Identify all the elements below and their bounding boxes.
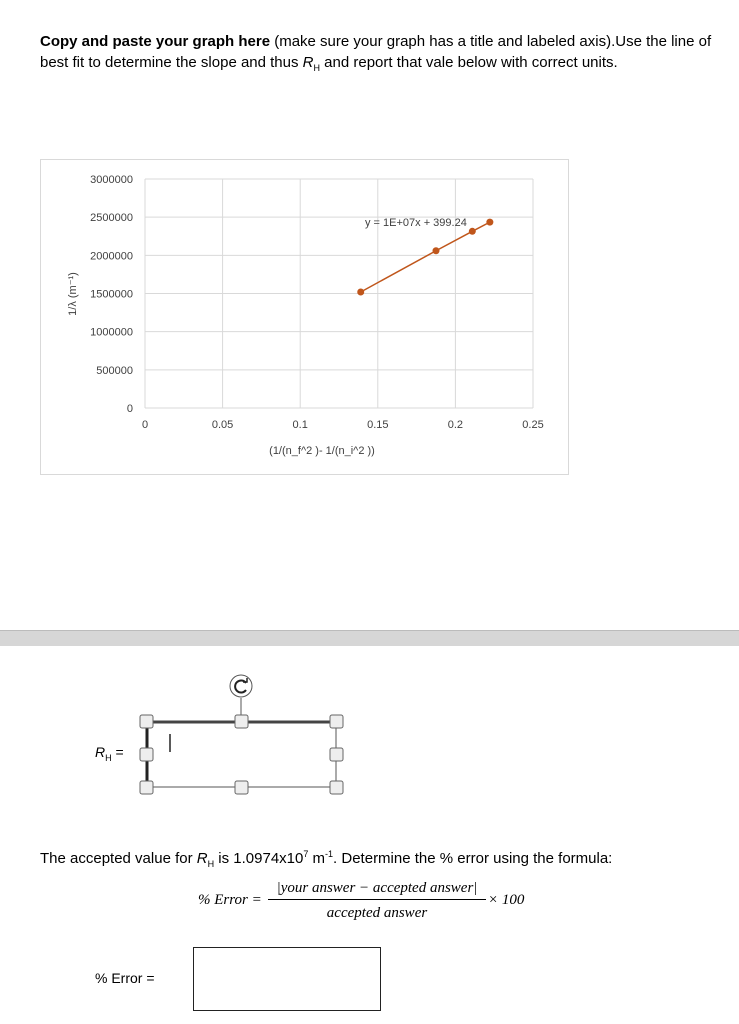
accepted-symbol: R	[196, 850, 208, 867]
chart-frame[interactable]	[40, 159, 569, 475]
rh-label: RH =	[95, 744, 124, 763]
y-tick-label: 2500000	[90, 212, 133, 224]
accepted-unit-exp: -1	[325, 849, 334, 859]
percent-error-label: % Error =	[95, 970, 155, 986]
x-tick-label: 0	[142, 419, 148, 431]
accepted-value-text: The accepted value for RH is 1.0974x107 …	[40, 849, 612, 869]
rotate-handle-icon[interactable]	[229, 674, 253, 698]
x-tick-label: 0.05	[212, 419, 233, 431]
data-point	[357, 288, 365, 296]
instructions-text-2: and report that vale below with correct …	[320, 54, 618, 71]
instructions: Copy and paste your graph here (make sur…	[40, 31, 730, 79]
accepted-text-1: The accepted value for	[40, 850, 197, 867]
rh-label-sub: H	[105, 752, 112, 763]
y-tick-label: 500000	[96, 365, 133, 377]
resize-handles[interactable]	[139, 714, 344, 795]
x-tick-label: 0.25	[522, 419, 543, 431]
data-point	[486, 218, 494, 226]
x-tick-label: 0.1	[293, 419, 308, 431]
rh-sub: H	[313, 63, 321, 73]
formula-multiplier: × 100	[488, 892, 525, 908]
y-axis-label: 1/λ (m⁻¹)	[67, 272, 79, 316]
formula-numerator: |your answer − accepted answer|	[268, 880, 486, 900]
data-point	[432, 247, 440, 255]
y-tick-label: 3000000	[90, 174, 133, 186]
formula-lhs: % Error =	[198, 892, 262, 908]
x-tick-label: 0.15	[367, 419, 388, 431]
percent-error-input[interactable]	[193, 947, 381, 1011]
instructions-text: (make sure your graph has a title and la…	[40, 33, 712, 71]
rh-label-symbol: R	[95, 744, 106, 760]
data-point	[468, 227, 476, 235]
rh-textbox[interactable]	[130, 670, 360, 800]
y-tick-label: 0	[127, 403, 133, 415]
instructions-bold: Copy and paste your graph here	[40, 33, 271, 50]
section-divider	[0, 630, 739, 646]
trendline-equation: y = 1E+07x + 399.24	[365, 217, 467, 229]
rh-symbol: R	[302, 54, 314, 71]
chart: 0 0.05 0.1 0.15 0.2 0.25 0 500000 1000000 1500000…	[67, 174, 544, 457]
y-tick-label: 1000000	[90, 327, 133, 339]
rh-label-eq: =	[111, 744, 124, 760]
x-axis-label: (1/(n_f^2 )- 1/(n_i^2 ))	[269, 445, 375, 457]
accepted-exp: 7	[303, 849, 309, 859]
accepted-text-2: is 1.0974x10	[214, 850, 304, 867]
accepted-text-3: m	[308, 850, 326, 867]
formula-denominator: accepted answer	[326, 905, 428, 921]
accepted-text-4: . Determine the % error using the formul…	[333, 850, 613, 867]
x-tick-label: 0.2	[448, 419, 463, 431]
y-tick-label: 1500000	[90, 289, 133, 301]
series-line	[360, 221, 491, 293]
y-tick-label: 2000000	[90, 250, 133, 262]
accepted-sub: H	[207, 859, 215, 869]
